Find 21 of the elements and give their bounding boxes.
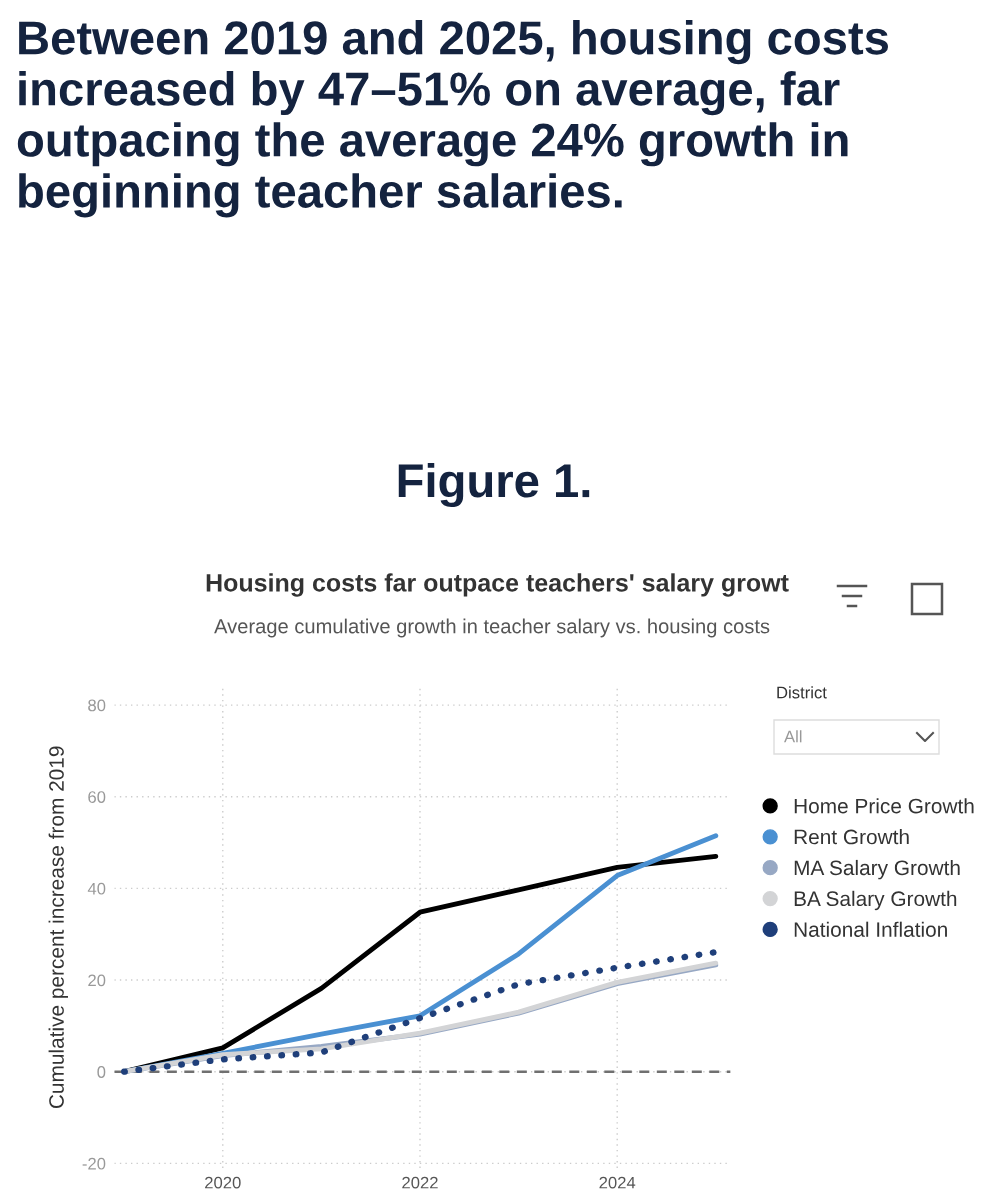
- chart-title: Housing costs far outpace teachers' salary growt: [206, 573, 789, 597]
- y-tick-label: 40: [87, 882, 106, 895]
- y-tick-label: 0: [97, 1066, 106, 1078]
- legend-label: MA Salary Growth: [794, 859, 960, 880]
- x-tick-label: 2024: [599, 1176, 636, 1189]
- y-axis-title: Cumulative percent increase from 2019: [48, 746, 68, 1109]
- text: District: [777, 686, 827, 699]
- x-tick-label: 2020: [205, 1176, 241, 1189]
- legend-label: Rent Growth: [794, 829, 909, 845]
- y-tick-label: -20: [82, 1157, 106, 1170]
- legend-label: Home Price Growth: [794, 798, 974, 814]
- y-tick-label: 80: [88, 699, 106, 712]
- caption: Figure 1.: [398, 462, 590, 508]
- x-tick-label: 2022: [402, 1176, 438, 1189]
- legend-label: BA Salary Growth: [794, 890, 957, 911]
- chart-subtitle: Average cumulative growth in teacher salary vs. housing costs: [214, 618, 770, 638]
- text: Between 2019 and 2025, housing costs increased by 47–51% on average, far outpacing the average 24% growth in beginning teacher salaries.: [17, 20, 888, 218]
- text: All: [784, 730, 802, 743]
- y-tick-label: 20: [88, 974, 106, 987]
- legend-label: National Inflation: [794, 921, 947, 937]
- y-tick-label: 60: [88, 791, 106, 803]
